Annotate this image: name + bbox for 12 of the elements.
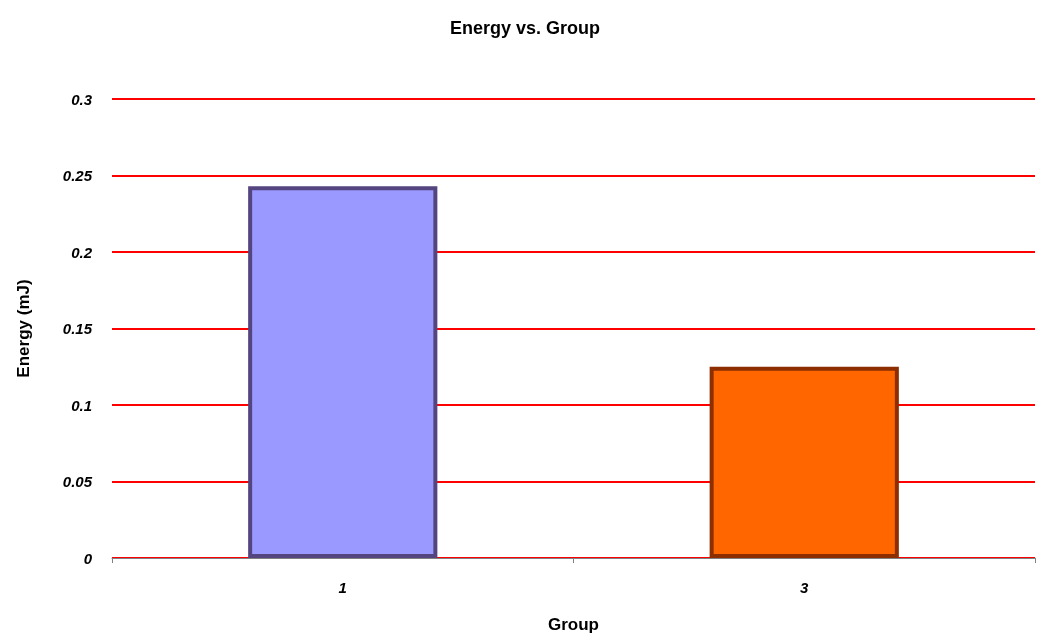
y-tick-label: 0.15 <box>62 320 93 337</box>
chart-title: Energy vs. Group <box>449 18 601 38</box>
y-tick-label: 0.1 <box>71 396 92 414</box>
x-axis-title: Group <box>548 615 599 634</box>
x-tick-label: 1 <box>338 579 347 596</box>
y-tick-label: 0.3 <box>71 90 93 108</box>
y-tick-label: 0.05 <box>62 473 93 490</box>
y-tick-label: 0.2 <box>71 243 93 261</box>
y-axis-title: Energy (mJ) <box>14 279 33 378</box>
y-tick-label: 0 <box>83 549 93 567</box>
y-tick-label: 0.25 <box>62 167 93 184</box>
x-tick-label: 3 <box>800 579 810 596</box>
